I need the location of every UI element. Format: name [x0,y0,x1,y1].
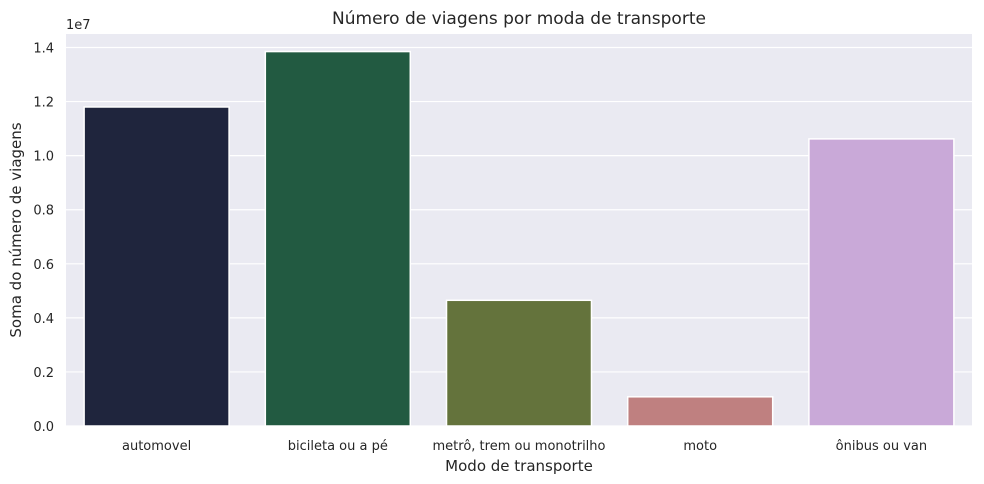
y-tick-label: 0.8 [33,204,54,219]
x-tick-label: bicileta ou a pé [288,439,388,454]
bar-2 [445,299,593,427]
y-tick-label: 0.2 [33,366,54,381]
bar-0 [83,106,230,427]
y-tick-label: 1.4 [33,42,54,57]
x-tick-label: ônibus ou van [836,439,927,454]
bar-3 [626,396,774,427]
x-tick-label: automovel [122,439,191,454]
bars [83,50,955,427]
y-axis-title: Soma do número de viagens [7,122,25,337]
y-tick-label: 0.4 [33,312,54,327]
x-tick-labels: automovel bicileta ou a pé metrô, trem ou … [122,439,927,454]
y-tick-label: 0.6 [33,258,54,273]
y-tick-label: 1.2 [33,96,54,111]
bar-1 [264,50,412,427]
chart-title: Número de viagens por moda de transporte [332,9,706,29]
x-axis-title: Modo de transporte [445,457,593,475]
y-tick-label: 0.0 [33,420,54,435]
x-tick-label: metrô, trem ou monotrilho [433,439,606,454]
y-tick-labels: 0.0 0.2 0.4 0.6 0.8 1.0 1.2 1.4 [33,42,54,435]
y-offset-label: 1e7 [66,18,91,33]
x-tick-label: moto [683,439,717,454]
bar-4 [808,138,955,427]
y-tick-label: 1.0 [33,150,54,165]
